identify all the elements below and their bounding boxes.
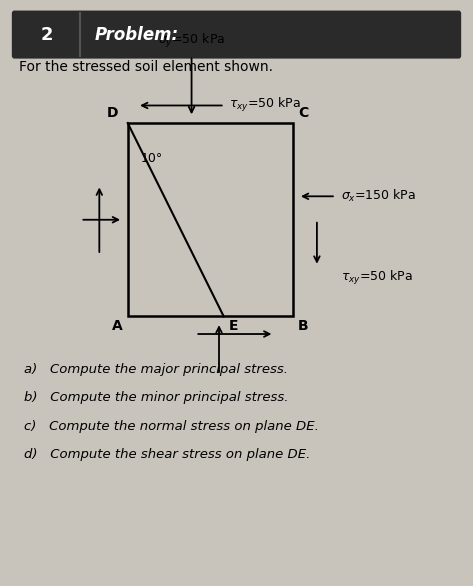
Text: $\tau_{xy}$=50 kPa: $\tau_{xy}$=50 kPa bbox=[341, 270, 412, 287]
Text: b)   Compute the minor principal stress.: b) Compute the minor principal stress. bbox=[24, 391, 288, 404]
Text: 2: 2 bbox=[41, 26, 53, 43]
Text: A: A bbox=[112, 319, 123, 333]
Text: For the stressed soil element shown.: For the stressed soil element shown. bbox=[19, 60, 273, 74]
Text: c)   Compute the normal stress on plane DE.: c) Compute the normal stress on plane DE… bbox=[24, 420, 318, 432]
Text: 10°: 10° bbox=[140, 152, 163, 165]
Text: C: C bbox=[298, 106, 308, 120]
Text: E: E bbox=[228, 319, 238, 333]
Text: Problem:: Problem: bbox=[95, 26, 179, 43]
Text: d)   Compute the shear stress on plane DE.: d) Compute the shear stress on plane DE. bbox=[24, 448, 310, 461]
FancyBboxPatch shape bbox=[12, 11, 461, 59]
Text: $\sigma_y$=50 kPa: $\sigma_y$=50 kPa bbox=[158, 32, 225, 50]
Text: $\tau_{xy}$=50 kPa: $\tau_{xy}$=50 kPa bbox=[229, 97, 301, 114]
Text: $\sigma_x$=150 kPa: $\sigma_x$=150 kPa bbox=[341, 188, 416, 205]
Text: B: B bbox=[298, 319, 308, 333]
Text: a)   Compute the major principal stress.: a) Compute the major principal stress. bbox=[24, 363, 288, 376]
Text: D: D bbox=[107, 106, 118, 120]
